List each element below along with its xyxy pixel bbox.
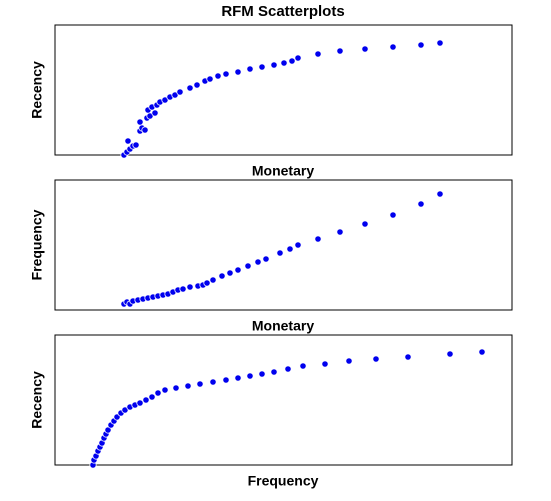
point bbox=[161, 386, 169, 394]
point bbox=[196, 380, 204, 388]
point bbox=[280, 59, 288, 67]
plot-frame bbox=[54, 24, 513, 156]
point bbox=[336, 228, 344, 236]
x-axis-label: Monetary bbox=[252, 163, 314, 179]
point bbox=[142, 396, 150, 404]
y-axis-label: Recency bbox=[29, 371, 45, 429]
point bbox=[186, 283, 194, 291]
point bbox=[417, 200, 425, 208]
point bbox=[186, 84, 194, 92]
point bbox=[218, 272, 226, 280]
point bbox=[345, 357, 353, 365]
point bbox=[284, 365, 292, 373]
point bbox=[222, 376, 230, 384]
point bbox=[136, 399, 144, 407]
point bbox=[124, 137, 132, 145]
point bbox=[336, 47, 344, 55]
chart-title: RFM Scatterplots bbox=[221, 3, 344, 20]
point bbox=[436, 39, 444, 47]
point bbox=[361, 45, 369, 53]
point bbox=[206, 75, 214, 83]
point bbox=[436, 190, 444, 198]
point bbox=[246, 65, 254, 73]
point bbox=[244, 262, 252, 270]
point bbox=[372, 355, 380, 363]
point bbox=[294, 54, 302, 62]
point bbox=[270, 368, 278, 376]
point bbox=[193, 81, 201, 89]
point bbox=[294, 241, 302, 249]
point bbox=[276, 249, 284, 257]
point bbox=[314, 50, 322, 58]
point bbox=[214, 72, 222, 80]
point bbox=[404, 353, 412, 361]
point bbox=[258, 63, 266, 71]
point bbox=[299, 362, 307, 370]
point bbox=[361, 220, 369, 228]
point bbox=[234, 266, 242, 274]
x-axis-label: Monetary bbox=[252, 318, 314, 334]
point bbox=[446, 350, 454, 358]
x-axis-label: Frequency bbox=[248, 473, 319, 489]
point bbox=[286, 245, 294, 253]
point bbox=[234, 374, 242, 382]
point bbox=[172, 384, 180, 392]
point bbox=[314, 235, 322, 243]
point bbox=[154, 389, 162, 397]
point bbox=[184, 382, 192, 390]
point bbox=[234, 68, 242, 76]
point bbox=[262, 255, 270, 263]
point bbox=[203, 279, 211, 287]
point bbox=[254, 258, 262, 266]
y-axis-label: Recency bbox=[29, 61, 45, 119]
point bbox=[258, 370, 266, 378]
point bbox=[136, 118, 144, 126]
point bbox=[179, 285, 187, 293]
point bbox=[151, 109, 159, 117]
point bbox=[389, 43, 397, 51]
plot-frame bbox=[54, 334, 513, 466]
point bbox=[141, 126, 149, 134]
point bbox=[226, 269, 234, 277]
point bbox=[478, 348, 486, 356]
point bbox=[132, 141, 140, 149]
y-axis-label: Frequency bbox=[29, 209, 45, 280]
point bbox=[270, 61, 278, 69]
point bbox=[321, 360, 329, 368]
point bbox=[246, 372, 254, 380]
point bbox=[389, 211, 397, 219]
point bbox=[209, 276, 217, 284]
point bbox=[288, 57, 296, 65]
point bbox=[176, 88, 184, 96]
point bbox=[209, 378, 217, 386]
point bbox=[417, 41, 425, 49]
point bbox=[148, 393, 156, 401]
point bbox=[222, 70, 230, 78]
plot-frame bbox=[54, 179, 513, 311]
